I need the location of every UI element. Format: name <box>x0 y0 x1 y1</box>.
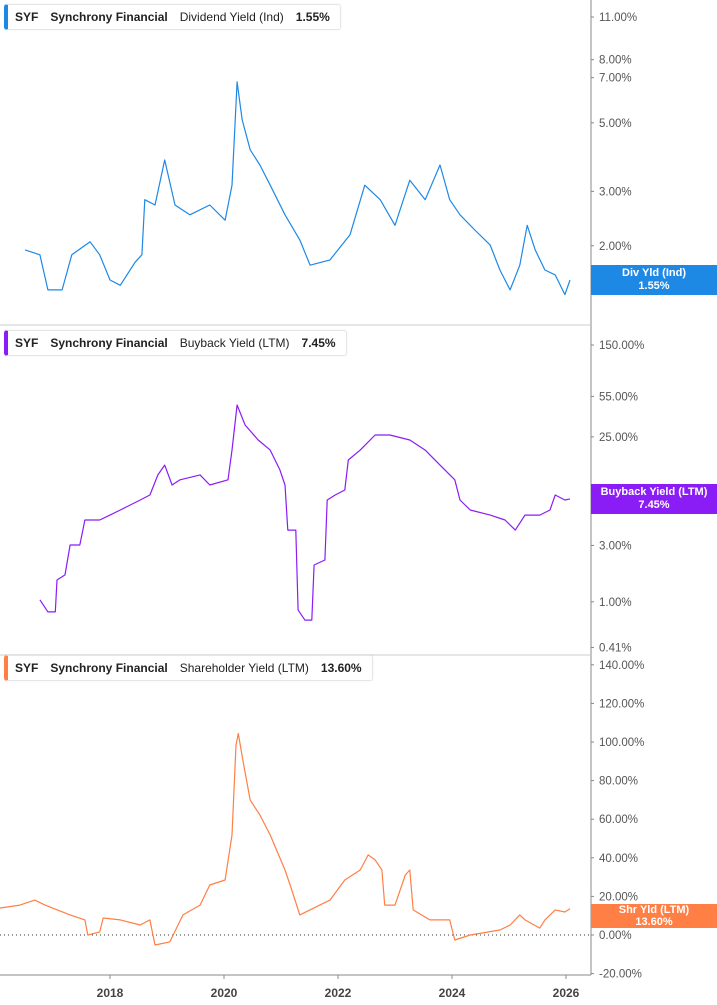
legend-shareholder-yield: SYF Synchrony Financial Shareholder Yiel… <box>4 655 373 681</box>
tag-value: 13.60% <box>635 916 673 928</box>
legend-company: Synchrony Financial <box>50 661 168 675</box>
series-line-2 <box>39 404 571 621</box>
legend-value: 7.45% <box>301 336 336 350</box>
legend-ticker: SYF <box>15 10 39 24</box>
y-tick-label: 20.00% <box>599 891 638 903</box>
legend-buyback-yield: SYF Synchrony Financial Buyback Yield (L… <box>4 330 347 356</box>
y-tick-label: 40.00% <box>599 853 638 865</box>
y-tick-label: 55.00% <box>599 391 638 403</box>
y-tick-label: 100.00% <box>599 737 644 749</box>
x-tick-label: 2022 <box>325 986 352 1000</box>
legend-company: Synchrony Financial <box>50 10 168 24</box>
y-tick-label: 3.00% <box>599 540 632 552</box>
y-tick-label: 7.00% <box>599 73 632 85</box>
legend-value: 1.55% <box>295 10 330 24</box>
y-tick-label: -20.00% <box>599 969 642 981</box>
y-tick-label: 25.00% <box>599 432 638 444</box>
legend-ticker: SYF <box>15 336 39 350</box>
legend-dividend-yield: SYF Synchrony Financial Dividend Yield (… <box>4 4 341 30</box>
y-tick-label: 120.00% <box>599 698 644 710</box>
y-tick-label: 140.00% <box>599 660 644 672</box>
tag-label: Shr Yld (LTM) <box>618 904 690 916</box>
y-tick-label: 150.00% <box>599 340 644 352</box>
buyback-yield-value-tag: Buyback Yield (LTM) 7.45% <box>591 484 717 514</box>
x-tick-label: 2026 <box>553 986 580 1000</box>
y-tick-label: 0.00% <box>599 930 632 942</box>
legend-ticker: SYF <box>15 661 39 675</box>
tag-label: Div Yld (Ind) <box>622 267 686 279</box>
tag-label: Buyback Yield (LTM) <box>600 486 708 498</box>
x-tick-label: 2024 <box>439 986 466 1000</box>
y-tick-label: 3.00% <box>599 186 632 198</box>
x-tick-label: 2020 <box>211 986 238 1000</box>
y-tick-label: 80.00% <box>599 776 638 788</box>
series-line-1 <box>24 81 571 296</box>
y-tick-label: 1.00% <box>599 597 632 609</box>
shareholder-yield-value-tag: Shr Yld (LTM) 13.60% <box>591 904 717 928</box>
y-tick-label: 60.00% <box>599 814 638 826</box>
dividend-yield-value-tag: Div Yld (Ind) 1.55% <box>591 265 717 295</box>
legend-value: 13.60% <box>320 661 362 675</box>
y-tick-label: 0.41% <box>599 642 632 654</box>
legend-metric: Dividend Yield (Ind) <box>179 10 284 24</box>
legend-company: Synchrony Financial <box>50 336 168 350</box>
y-tick-label: 11.00% <box>599 12 637 24</box>
legend-metric: Buyback Yield (LTM) <box>179 336 290 350</box>
y-tick-label: 8.00% <box>599 55 632 67</box>
tag-value: 7.45% <box>638 499 670 511</box>
y-tick-label: 5.00% <box>599 118 632 130</box>
y-tick-label: 2.00% <box>599 241 632 253</box>
legend-metric: Shareholder Yield (LTM) <box>179 661 309 675</box>
series-line-3 <box>0 732 571 946</box>
tag-value: 1.55% <box>638 280 670 292</box>
x-tick-label: 2018 <box>97 986 124 1000</box>
